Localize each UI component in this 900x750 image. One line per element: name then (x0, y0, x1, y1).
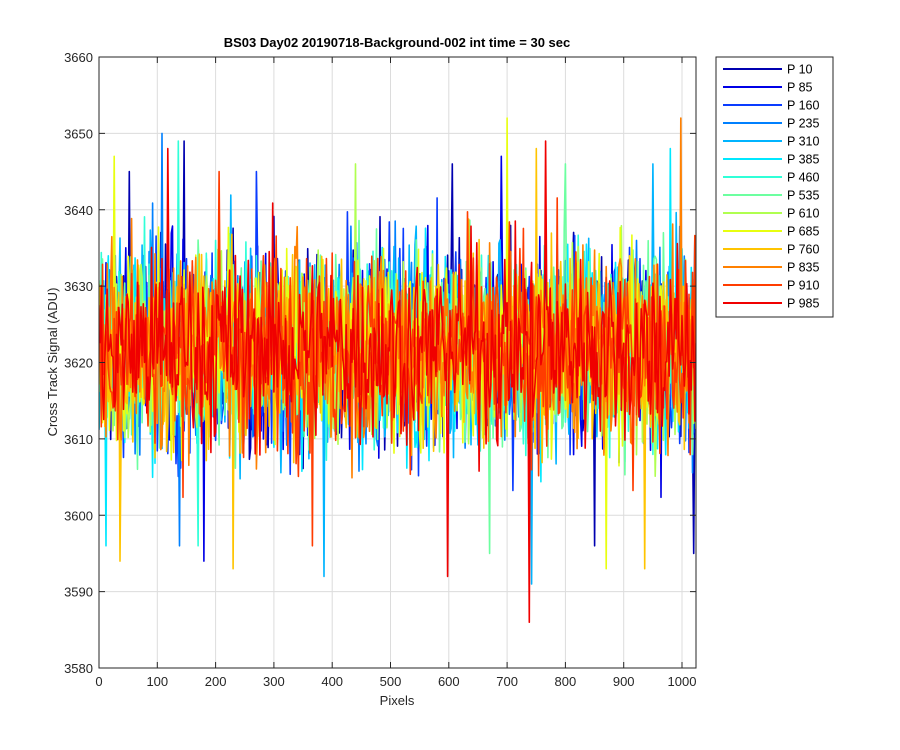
legend-entry-label: P 310 (787, 135, 819, 149)
x-axis-ticks: 0 100 200 300 400 500 600 700 800 900 1000 (95, 57, 696, 689)
legend-entry-label: P 385 (787, 153, 819, 167)
x-tick-label: 200 (205, 674, 227, 689)
legend-entry-label: P 235 (787, 117, 819, 131)
chart-title: BS03 Day02 20190718-Background-002 int t… (224, 35, 571, 50)
x-tick-label: 700 (496, 674, 518, 689)
x-tick-label: 600 (438, 674, 460, 689)
legend-entry-label: P 910 (787, 279, 819, 293)
series-line-p-985 (99, 140, 696, 623)
x-tick-label: 900 (613, 674, 635, 689)
x-tick-label: 400 (321, 674, 343, 689)
y-axis-label: Cross Track Signal (ADU) (45, 288, 60, 437)
legend-entry-label: P 460 (787, 171, 819, 185)
x-tick-label: 500 (380, 674, 402, 689)
y-tick-label: 3640 (64, 203, 93, 218)
x-tick-label: 1000 (668, 674, 697, 689)
legend-entry-label: P 685 (787, 225, 819, 239)
y-tick-label: 3630 (64, 279, 93, 294)
legend-entry-label: P 835 (787, 261, 819, 275)
x-tick-label: 0 (95, 674, 102, 689)
legend-box (715, 56, 834, 318)
series-group (99, 117, 696, 623)
legend-entry-label: P 535 (787, 189, 819, 203)
x-tick-label: 300 (263, 674, 285, 689)
x-axis-label: Pixels (380, 693, 415, 708)
legend-entry-label: P 610 (787, 207, 819, 221)
legend: P 10 P 85 P 160 P 235 P 310 P 385 P 460 P 535 P … (715, 56, 834, 318)
y-axis-ticks: 3580 3590 3600 3610 3620 3630 3640 3650 3660 (64, 50, 696, 676)
legend-entry-label: P 10 (787, 63, 813, 77)
legend-entry-label: P 985 (787, 297, 819, 311)
y-tick-label: 3600 (64, 508, 93, 523)
y-tick-label: 3580 (64, 661, 93, 676)
legend-entry-label: P 85 (787, 81, 813, 95)
y-tick-label: 3660 (64, 50, 93, 65)
legend-entry-label: P 160 (787, 99, 819, 113)
y-tick-label: 3650 (64, 126, 93, 141)
y-tick-label: 3590 (64, 585, 93, 600)
legend-entry-label: P 760 (787, 243, 819, 257)
y-tick-label: 3620 (64, 356, 93, 371)
y-tick-label: 3610 (64, 432, 93, 447)
x-tick-label: 100 (146, 674, 168, 689)
x-tick-label: 800 (555, 674, 577, 689)
